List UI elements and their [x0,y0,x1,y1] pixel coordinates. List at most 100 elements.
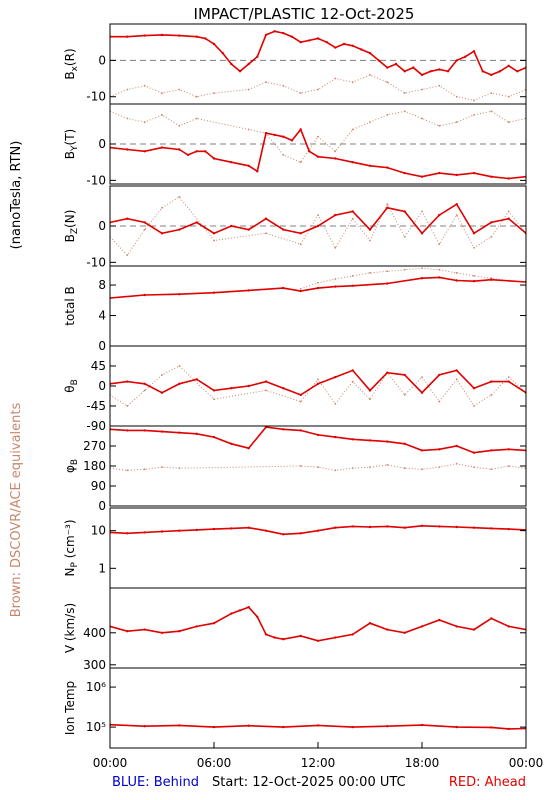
point-equiv-by [369,121,371,124]
panel-frame [109,345,527,427]
point-ahead-bx [455,59,458,62]
y-tick-label: -90 [86,419,106,433]
y-tick-label: -10 [86,255,106,269]
point-ahead-bx [195,35,198,38]
point-ahead-by [472,171,476,175]
point-ahead-v [273,636,276,639]
panel-frame [109,425,527,507]
point-ahead-v [126,630,129,633]
point-equiv-theta [403,394,406,396]
point-ahead-theta [507,380,510,383]
series-ahead-bx [110,30,526,76]
point-ahead-bz [230,224,233,228]
point-ahead-bx [368,51,372,55]
point-ahead-bz [126,217,129,220]
point-ahead-np [126,532,129,535]
point-equiv-by [317,135,319,138]
panel-temp: 10⁶ 10⁵ Ion Temp [63,667,527,749]
point-ahead-by [420,175,424,178]
point-ahead-bz [143,221,146,224]
y-axis-label: total B [63,286,77,326]
point-ahead-np [472,526,476,529]
point-ahead-bx [481,70,484,73]
point-ahead-np [195,528,198,532]
point-equiv-by [351,128,354,131]
y-tick-label: 0 [98,379,106,393]
point-ahead-btotal [334,285,337,288]
point-equiv-bz [455,214,458,217]
point-equiv-theta [421,376,423,378]
y-tick-label: -10 [86,173,106,187]
footer-ahead: RED: Ahead [449,775,526,790]
point-ahead-by [386,166,389,169]
y-tick-label: 10⁶ [86,680,106,694]
point-ahead-phi [351,438,354,441]
point-ahead-bx [420,73,424,77]
point-equiv-by [143,121,146,124]
point-equiv-bz [473,246,475,249]
point-ahead-v [403,631,406,634]
point-ahead-by [351,161,354,164]
point-ahead-btotal [386,282,389,285]
point-ahead-by [143,150,146,153]
point-equiv-bz [438,243,441,246]
point-equiv-bz [351,217,354,220]
x-tick-label: 00:00 [509,756,544,770]
point-ahead-bx [178,34,181,37]
point-ahead-theta [282,387,285,390]
point-ahead-bz [160,232,164,235]
point-ahead-bx [516,70,519,73]
y-tick-label: 1 [98,561,106,575]
point-ahead-bx [212,42,216,46]
point-ahead-btotal [247,289,250,292]
point-ahead-btotal [212,291,216,294]
point-ahead-bx [360,48,363,51]
point-ahead-theta [160,391,164,394]
point-equiv-by [282,154,285,156]
point-equiv-bx [386,81,389,84]
point-ahead-bz [420,232,424,235]
point-equiv-theta [369,398,371,401]
point-equiv-bz [265,232,267,235]
point-equiv-by [455,121,458,124]
point-ahead-bz [247,228,250,231]
y-tick-label: 270 [83,439,106,453]
point-ahead-v [368,622,372,625]
point-equiv-theta [265,389,267,392]
point-ahead-phi [490,449,493,452]
point-ahead-np [316,529,320,532]
point-equiv-by [161,114,163,116]
point-ahead-by [282,135,285,138]
point-ahead-v [386,628,389,631]
point-ahead-bx [247,62,250,66]
point-equiv-bz [213,239,215,242]
panel-phi: 270 180 90 0 φB [63,425,527,513]
point-equiv-bx [351,81,354,84]
point-ahead-bx [472,50,476,53]
point-ahead-np [420,524,424,527]
panel-v: 400 300 V (km/s) [63,587,527,672]
point-equiv-by [195,117,198,120]
point-equiv-bx [282,84,285,87]
point-ahead-phi [438,448,441,451]
point-ahead-phi [195,432,198,435]
point-equiv-phi [421,468,423,471]
point-ahead-by [195,150,198,153]
point-equiv-bx [369,74,371,76]
point-equiv-theta [126,405,129,407]
y-tick-label: 0 [98,499,106,513]
point-ahead-v [238,609,242,612]
point-ahead-by [212,157,216,160]
y-tick-label: 0 [98,53,106,67]
y-axis-label: Ion Temp [63,681,77,735]
point-ahead-bx [386,66,389,69]
point-equiv-phi [386,464,389,466]
point-equiv-phi [507,465,510,467]
point-equiv-bx [265,81,267,84]
point-ahead-bx [160,33,164,37]
point-ahead-theta [230,387,233,390]
point-equiv-theta [507,376,510,378]
point-equiv-bx [178,88,181,91]
point-equiv-phi [126,469,129,472]
point-equiv-phi [490,468,493,471]
